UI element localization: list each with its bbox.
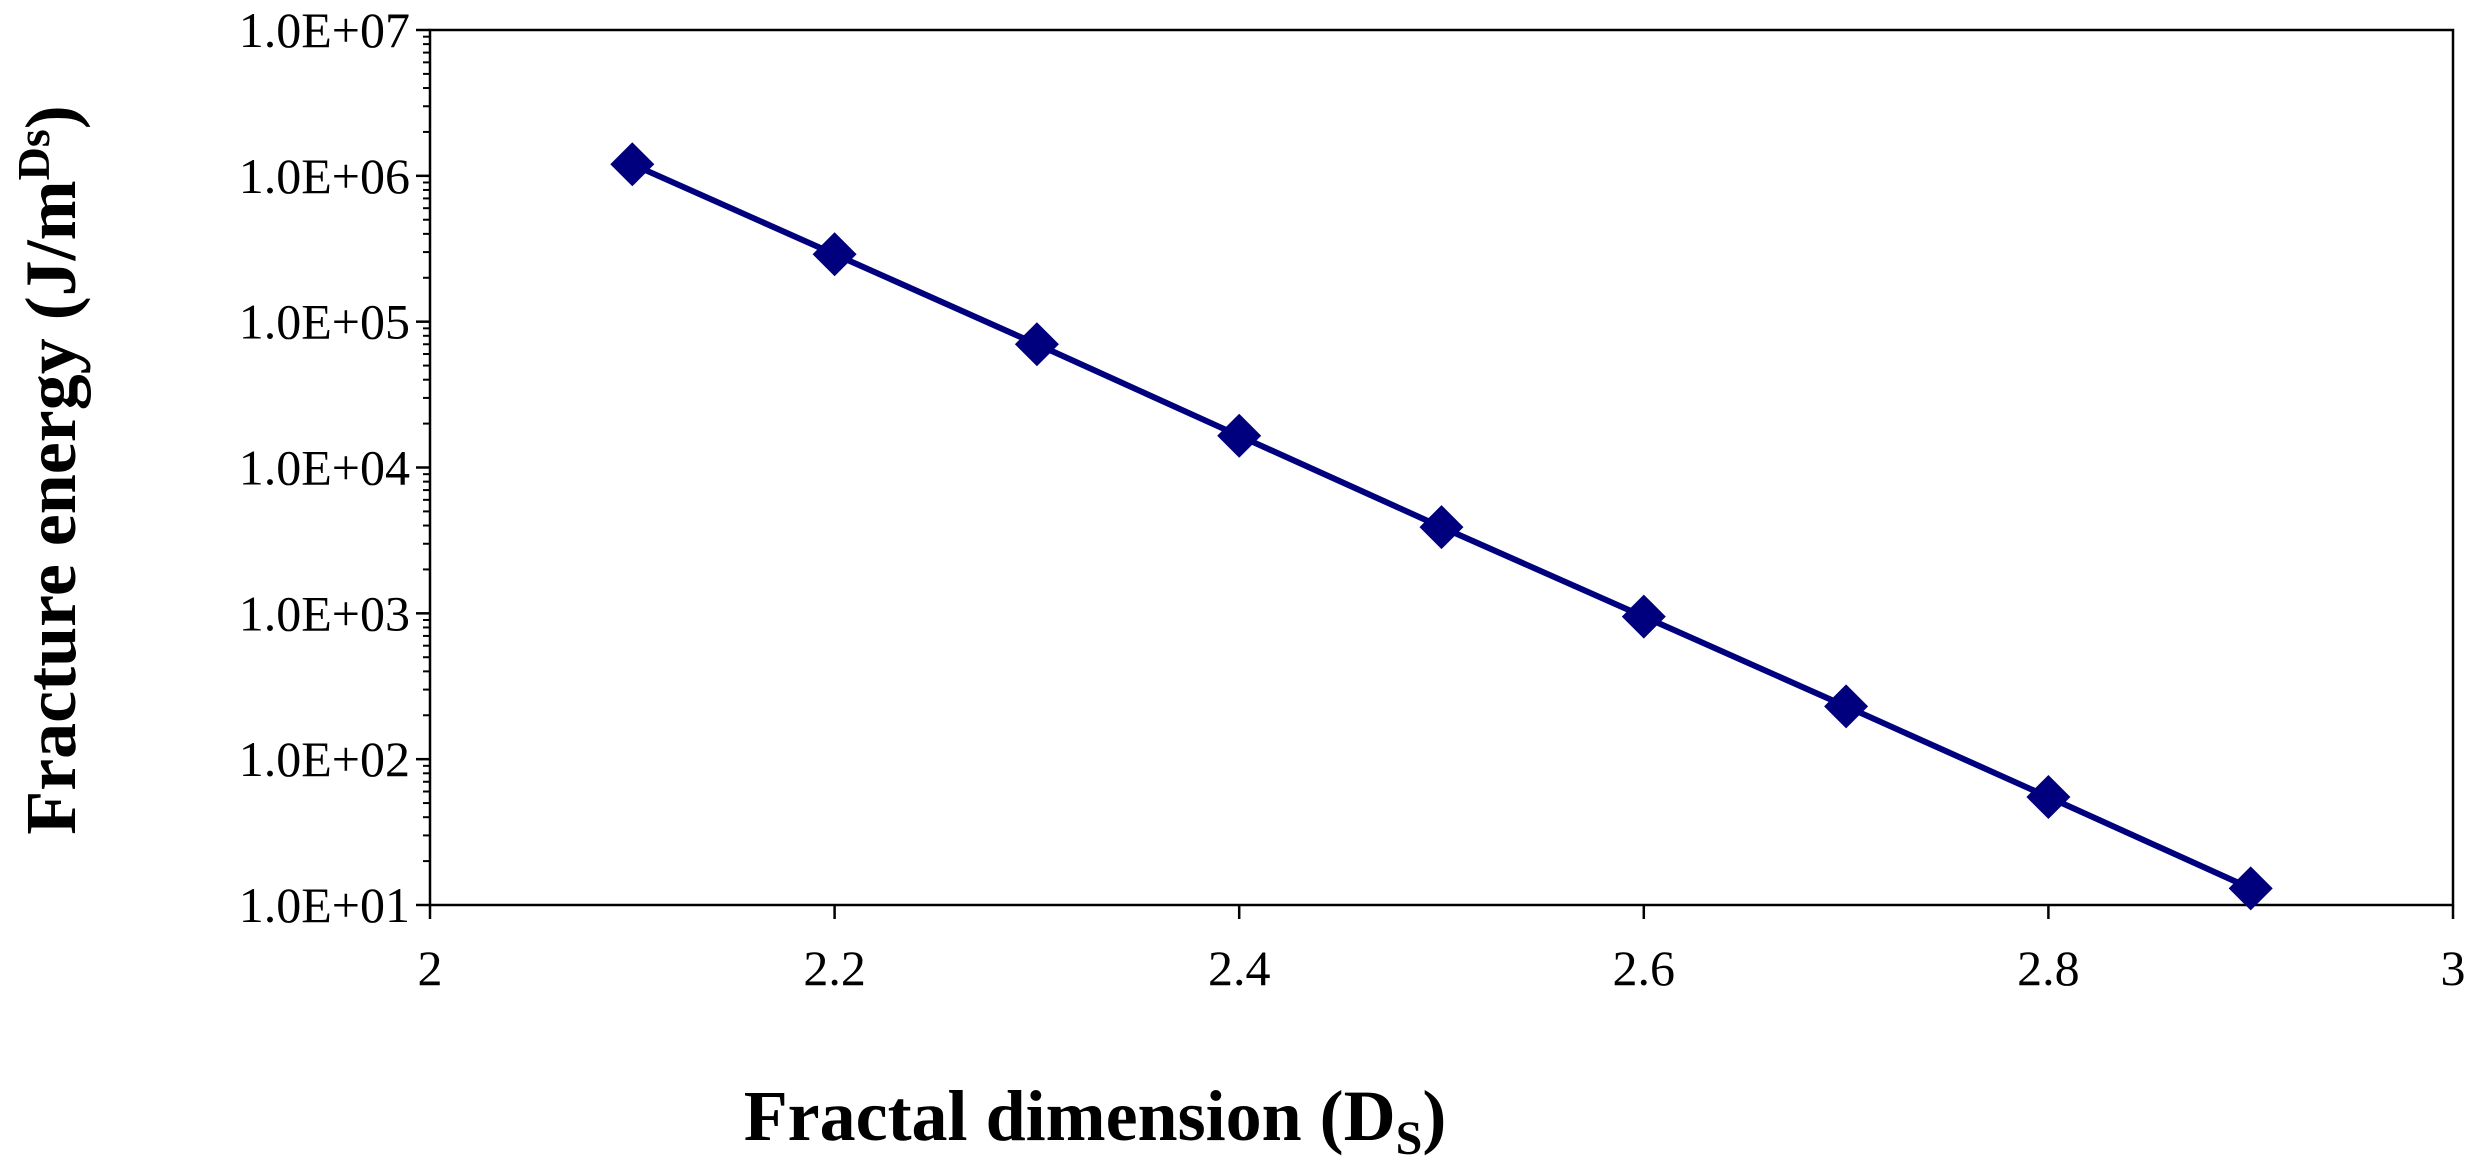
y-tick-label: 1.0E+04 [239, 440, 410, 496]
data-point-marker [1014, 322, 1059, 367]
y-axis: 1.0E+01 1.0E+02 1.0E+03 1.0E+04 1.0E+05 1.0E+… [239, 2, 430, 933]
x-tick-label: 3 [2441, 940, 2466, 996]
x-tick-label: 2 [418, 940, 443, 996]
y-axis-title: Fracture energy (J/mDs) [8, 105, 91, 835]
x-tick-label: 2.2 [803, 940, 866, 996]
plot-frame [428, 28, 2455, 907]
y-tick-label: 1.0E+02 [239, 731, 410, 787]
data-point-marker [2026, 775, 2071, 820]
x-axis-title: Fractal dimension (DS) [744, 1076, 1447, 1165]
y-tick-label: 1.0E+06 [239, 148, 410, 204]
y-tick-label: 1.0E+01 [239, 877, 410, 933]
series-layer [610, 142, 2273, 911]
x-tick-label: 2.8 [2017, 940, 2080, 996]
y-tick-label: 1.0E+05 [239, 294, 410, 350]
data-point-marker [1621, 594, 1666, 639]
data-point-marker [1217, 413, 1262, 458]
data-point-marker [1419, 505, 1464, 550]
y-tick-label: 1.0E+07 [239, 2, 410, 58]
plot-border [428, 28, 2455, 907]
y-tick-label: 1.0E+03 [239, 585, 410, 641]
data-point-marker [812, 232, 857, 277]
x-tick-label: 2.4 [1208, 940, 1271, 996]
data-point-marker [610, 142, 655, 187]
x-axis: 2 2.2 2.4 2.6 2.8 3 [418, 905, 2466, 996]
x-tick-label: 2.6 [1613, 940, 1676, 996]
data-point-marker [2228, 866, 2273, 911]
data-point-marker [1824, 684, 1869, 729]
